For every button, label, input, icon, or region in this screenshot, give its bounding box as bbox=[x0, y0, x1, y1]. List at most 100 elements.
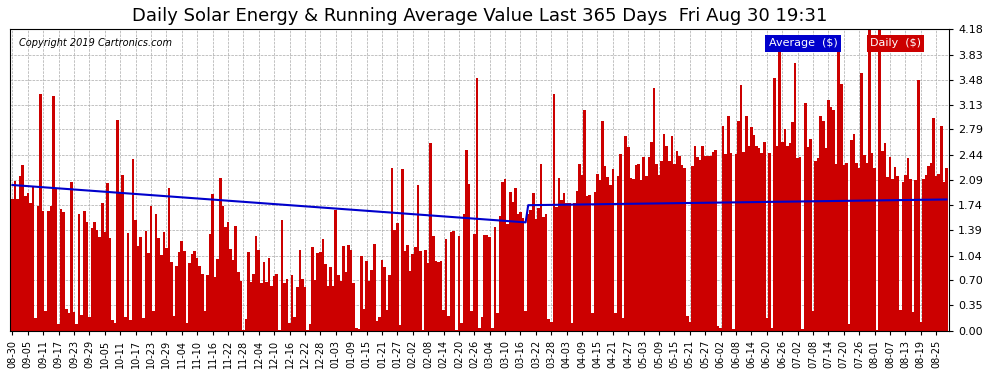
Bar bbox=[388, 275, 391, 331]
Bar bbox=[59, 209, 62, 331]
Bar bbox=[617, 176, 620, 331]
Bar bbox=[52, 96, 54, 331]
Bar bbox=[27, 194, 29, 331]
Bar bbox=[873, 168, 876, 331]
Bar bbox=[699, 160, 701, 331]
Bar bbox=[391, 168, 393, 331]
Bar bbox=[432, 236, 435, 331]
Bar bbox=[745, 116, 747, 331]
Bar bbox=[935, 176, 938, 331]
Bar bbox=[65, 309, 67, 331]
Bar bbox=[920, 322, 922, 331]
Bar bbox=[727, 116, 730, 331]
Bar bbox=[517, 214, 519, 331]
Bar bbox=[884, 143, 886, 331]
Bar bbox=[604, 166, 607, 331]
Bar bbox=[386, 310, 388, 331]
Bar bbox=[104, 232, 106, 331]
Bar bbox=[815, 161, 817, 331]
Bar bbox=[132, 159, 135, 331]
Bar bbox=[768, 153, 770, 331]
Bar bbox=[137, 246, 140, 331]
Bar bbox=[760, 153, 763, 331]
Bar bbox=[427, 263, 430, 331]
Bar bbox=[833, 110, 835, 331]
Bar bbox=[337, 275, 340, 331]
Bar bbox=[501, 182, 504, 331]
Bar bbox=[612, 169, 614, 331]
Bar bbox=[260, 284, 262, 331]
Bar bbox=[665, 146, 668, 331]
Bar bbox=[262, 262, 265, 331]
Bar bbox=[678, 156, 681, 331]
Bar bbox=[738, 121, 740, 331]
Bar bbox=[324, 264, 327, 331]
Bar bbox=[267, 258, 270, 331]
Bar bbox=[119, 193, 122, 331]
Bar bbox=[185, 323, 188, 331]
Bar bbox=[157, 238, 160, 331]
Bar bbox=[114, 323, 117, 331]
Bar bbox=[265, 282, 267, 331]
Bar bbox=[630, 178, 633, 331]
Bar bbox=[91, 228, 93, 331]
Bar bbox=[871, 153, 873, 331]
Bar bbox=[544, 214, 547, 331]
Bar bbox=[393, 230, 396, 331]
Bar bbox=[452, 231, 455, 331]
Bar bbox=[206, 275, 209, 331]
Bar bbox=[491, 328, 494, 331]
Bar bbox=[722, 126, 725, 331]
Bar bbox=[83, 211, 85, 331]
Bar bbox=[78, 214, 80, 331]
Bar bbox=[232, 260, 235, 331]
Bar bbox=[129, 320, 132, 331]
Bar bbox=[425, 250, 427, 331]
Text: Copyright 2019 Cartronics.com: Copyright 2019 Cartronics.com bbox=[19, 38, 172, 48]
Bar bbox=[583, 110, 586, 331]
Bar bbox=[676, 151, 678, 331]
Bar bbox=[689, 322, 691, 331]
Bar bbox=[889, 157, 891, 331]
Bar bbox=[243, 330, 245, 331]
Bar bbox=[591, 314, 594, 331]
Bar bbox=[557, 178, 560, 331]
Bar bbox=[512, 202, 514, 331]
Bar bbox=[373, 244, 375, 331]
Bar bbox=[594, 192, 596, 331]
Bar bbox=[625, 136, 627, 331]
Bar bbox=[440, 261, 443, 331]
Bar bbox=[309, 324, 312, 331]
Bar bbox=[406, 244, 409, 331]
Bar bbox=[254, 236, 257, 331]
Bar bbox=[852, 134, 855, 331]
Bar bbox=[627, 147, 630, 331]
Title: Daily Solar Energy & Running Average Value Last 365 Days  Fri Aug 30 19:31: Daily Solar Energy & Running Average Val… bbox=[132, 7, 827, 25]
Bar bbox=[809, 139, 812, 331]
Bar bbox=[19, 176, 22, 331]
Bar bbox=[802, 329, 804, 331]
Bar bbox=[380, 260, 383, 331]
Bar bbox=[245, 320, 248, 331]
Bar bbox=[188, 263, 191, 331]
Bar bbox=[791, 122, 794, 331]
Bar bbox=[314, 280, 317, 331]
Bar bbox=[525, 311, 527, 331]
Bar bbox=[62, 211, 65, 331]
Bar bbox=[160, 255, 162, 331]
Bar bbox=[317, 253, 319, 331]
Bar bbox=[370, 270, 373, 331]
Bar bbox=[237, 272, 240, 331]
Bar bbox=[607, 177, 609, 331]
Bar bbox=[855, 163, 858, 331]
Bar bbox=[35, 318, 37, 331]
Bar bbox=[24, 196, 27, 331]
Bar bbox=[550, 322, 552, 331]
Bar bbox=[230, 249, 232, 331]
Bar bbox=[101, 203, 104, 331]
Bar bbox=[758, 148, 760, 331]
Bar bbox=[620, 154, 622, 331]
Bar bbox=[755, 146, 758, 331]
Bar bbox=[175, 266, 178, 331]
Bar bbox=[209, 234, 211, 331]
